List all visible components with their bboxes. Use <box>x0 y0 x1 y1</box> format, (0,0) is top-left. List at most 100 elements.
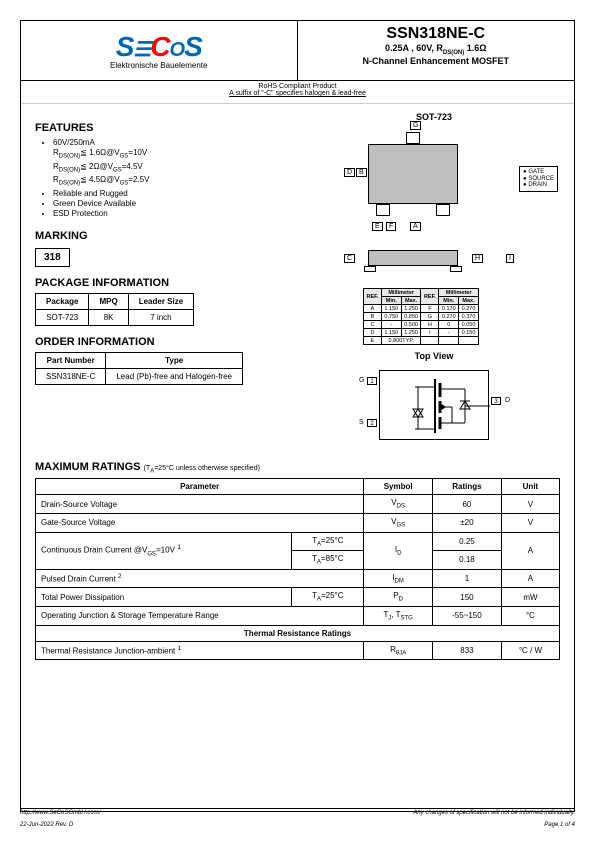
title-cell: SSN318NE-C 0.25A , 60V, RDS(ON) 1.6Ω N-C… <box>298 21 575 80</box>
ratings-table: Parameter Symbol Ratings Unit Drain-Sour… <box>35 478 560 660</box>
rohs-l2: A suffix of "-C" specifies halogen & lea… <box>229 90 366 97</box>
features-title: FEATURES <box>35 122 308 134</box>
footer-url: http://www.SeCoSGmbH.com/ <box>20 810 100 816</box>
orderinfo-h0: Part Number <box>36 352 106 368</box>
feature-item: Reliable and Rugged <box>53 189 308 199</box>
rat-h2: Ratings <box>432 479 501 495</box>
rat-param: Pulsed Drain Current 2 <box>36 569 364 588</box>
rat-param: Total Power Dissipation <box>36 588 292 607</box>
spec-sub: DS(ON) <box>443 50 464 56</box>
rat-val: ±20 <box>432 513 501 532</box>
header: S☰COS Elektronische Bauelemente SSN318NE… <box>21 21 574 81</box>
package-drawing-section: SOT-723 G D B F E A GATE SOURCE DRAIN <box>308 112 560 445</box>
footer-disclaimer: Any changes of specification will not be… <box>413 810 575 816</box>
rohs-bar: RoHS Compliant Product A suffix of "-C" … <box>21 81 574 104</box>
rds-line: RDS(ON)≦ 2Ω@VGS=4.5V <box>35 162 308 175</box>
rat-unit: A <box>501 532 559 569</box>
rat-unit: V <box>501 513 559 532</box>
marking-title: MARKING <box>35 230 308 242</box>
ratings-title-text: MAXIMUM RATINGS <box>35 461 141 473</box>
dimensions-table: REF.Millimeter REF.Millimeter Min.Max.Mi… <box>363 288 479 345</box>
rat-unit: V <box>501 495 559 514</box>
orderinfo-h1: Type <box>106 352 243 368</box>
pin-1: 1 <box>367 377 377 385</box>
rohs-l1: RoHS Compliant Product <box>258 83 336 90</box>
legend-source: SOURCE <box>523 176 554 183</box>
rat-val: 150 <box>432 588 501 607</box>
pkg-name: SOT-723 <box>308 112 560 122</box>
part-number: SSN318NE-C <box>302 25 571 43</box>
ratings-title: MAXIMUM RATINGS (TA=25°C unless otherwis… <box>35 461 560 474</box>
pkginfo-title: PACKAGE INFORMATION <box>35 277 308 289</box>
feature-item: Green Device Available <box>53 199 308 209</box>
rat-cond: TA=25°C <box>292 588 364 607</box>
part-spec: 0.25A , 60V, RDS(ON) 1.6Ω <box>302 43 571 56</box>
ratings-cond: (TA=25°C unless otherwise specified) <box>144 465 260 472</box>
rat-sym: TJ, TSTG <box>364 606 433 625</box>
rat-sym: IDM <box>364 569 433 588</box>
pkginfo-h0: Package <box>36 293 89 309</box>
rat-h1: Symbol <box>364 479 433 495</box>
pin-d: D <box>505 397 510 404</box>
rat-val: 0.18 <box>432 551 501 570</box>
orderinfo-table: Part Number Type SSN318NE-C Lead (Pb)-fr… <box>35 352 243 385</box>
spec-prefix: 0.25A , 60V, R <box>385 43 443 53</box>
pin-legend: GATE SOURCE DRAIN <box>519 166 558 192</box>
pkginfo-h1: MPQ <box>89 293 128 309</box>
legend-gate: GATE <box>523 169 554 176</box>
topview-diagram: 1 G 2 S 3 D <box>359 365 509 445</box>
pin-g: G <box>359 377 364 384</box>
rat-sym: PD <box>364 588 433 607</box>
rat-param: Drain-Source Voltage <box>36 495 364 514</box>
logo-cell: S☰COS Elektronische Bauelemente <box>21 21 298 80</box>
pkginfo-c1: 8K <box>89 309 128 325</box>
pkginfo-c0: SOT-723 <box>36 309 89 325</box>
pkginfo-h2: Leader Size <box>128 293 193 309</box>
rds-line: RDS(ON)≦ 1.6Ω@VGS=10V <box>35 148 308 161</box>
footer-date: 22-Jun-2022 Rev. D <box>20 822 73 828</box>
features-section: FEATURES 60V/250mA RDS(ON)≦ 1.6Ω@VGS=10V… <box>35 122 308 220</box>
rat-sym: ID <box>364 532 433 569</box>
thermal-sym: RθJA <box>364 641 433 660</box>
pkginfo-table: Package MPQ Leader Size SOT-723 8K 7 inc… <box>35 293 194 326</box>
rat-cond: TA=85°C <box>292 551 364 570</box>
rat-param: Continuous Drain Current @VGS=10V 1 <box>36 532 292 569</box>
feature-item: ESD Protection <box>53 209 308 219</box>
rat-val: 0.25 <box>432 532 501 551</box>
thermal-param: Thermal Resistance Junction-ambient 1 <box>36 641 364 660</box>
pkg-top-diagram: G D B F E A GATE SOURCE DRAIN <box>328 126 518 236</box>
feature-item: 60V/250mA <box>53 138 308 148</box>
rat-val: 60 <box>432 495 501 514</box>
pin-2: 2 <box>367 419 377 427</box>
orderinfo-c1: Lead (Pb)-free and Halogen-free <box>106 368 243 384</box>
rds-line: RDS(ON)≦ 4.5Ω@VGS=2.5V <box>35 175 308 188</box>
footer-upper: http://www.SeCoSGmbH.com/ Any changes of… <box>20 808 575 816</box>
spec-tail: 1.6Ω <box>464 43 486 53</box>
orderinfo-title: ORDER INFORMATION <box>35 336 308 348</box>
rat-h3: Unit <box>501 479 559 495</box>
rat-unit: A <box>501 569 559 588</box>
topview-label: Top View <box>308 351 560 361</box>
pin-s: S <box>359 419 364 426</box>
rat-h0: Parameter <box>36 479 364 495</box>
rat-param: Operating Junction & Storage Temperature… <box>36 606 364 625</box>
footer-page: Page 1 of 4 <box>544 822 575 828</box>
rat-cond: TA=25°C <box>292 532 364 551</box>
rat-sym: VGS <box>364 513 433 532</box>
thermal-title: Thermal Resistance Ratings <box>36 625 560 641</box>
rat-sym: VDS <box>364 495 433 514</box>
rat-param: Gate-Source Voltage <box>36 513 364 532</box>
logo: S☰COS <box>116 31 202 63</box>
pin-3: 3 <box>491 397 501 405</box>
marking-code: 318 <box>35 248 70 267</box>
rat-unit: °C <box>501 606 559 625</box>
footer-lower: 22-Jun-2022 Rev. D Page 1 of 4 <box>20 822 575 828</box>
rat-unit: mW <box>501 588 559 607</box>
pkginfo-c2: 7 inch <box>128 309 193 325</box>
thermal-val: 833 <box>432 641 501 660</box>
pkg-side-diagram: C H I <box>328 242 518 282</box>
rat-val: -55~150 <box>432 606 501 625</box>
thermal-unit: °C / W <box>501 641 559 660</box>
part-desc: N-Channel Enhancement MOSFET <box>302 56 571 66</box>
orderinfo-c0: SSN318NE-C <box>36 368 106 384</box>
